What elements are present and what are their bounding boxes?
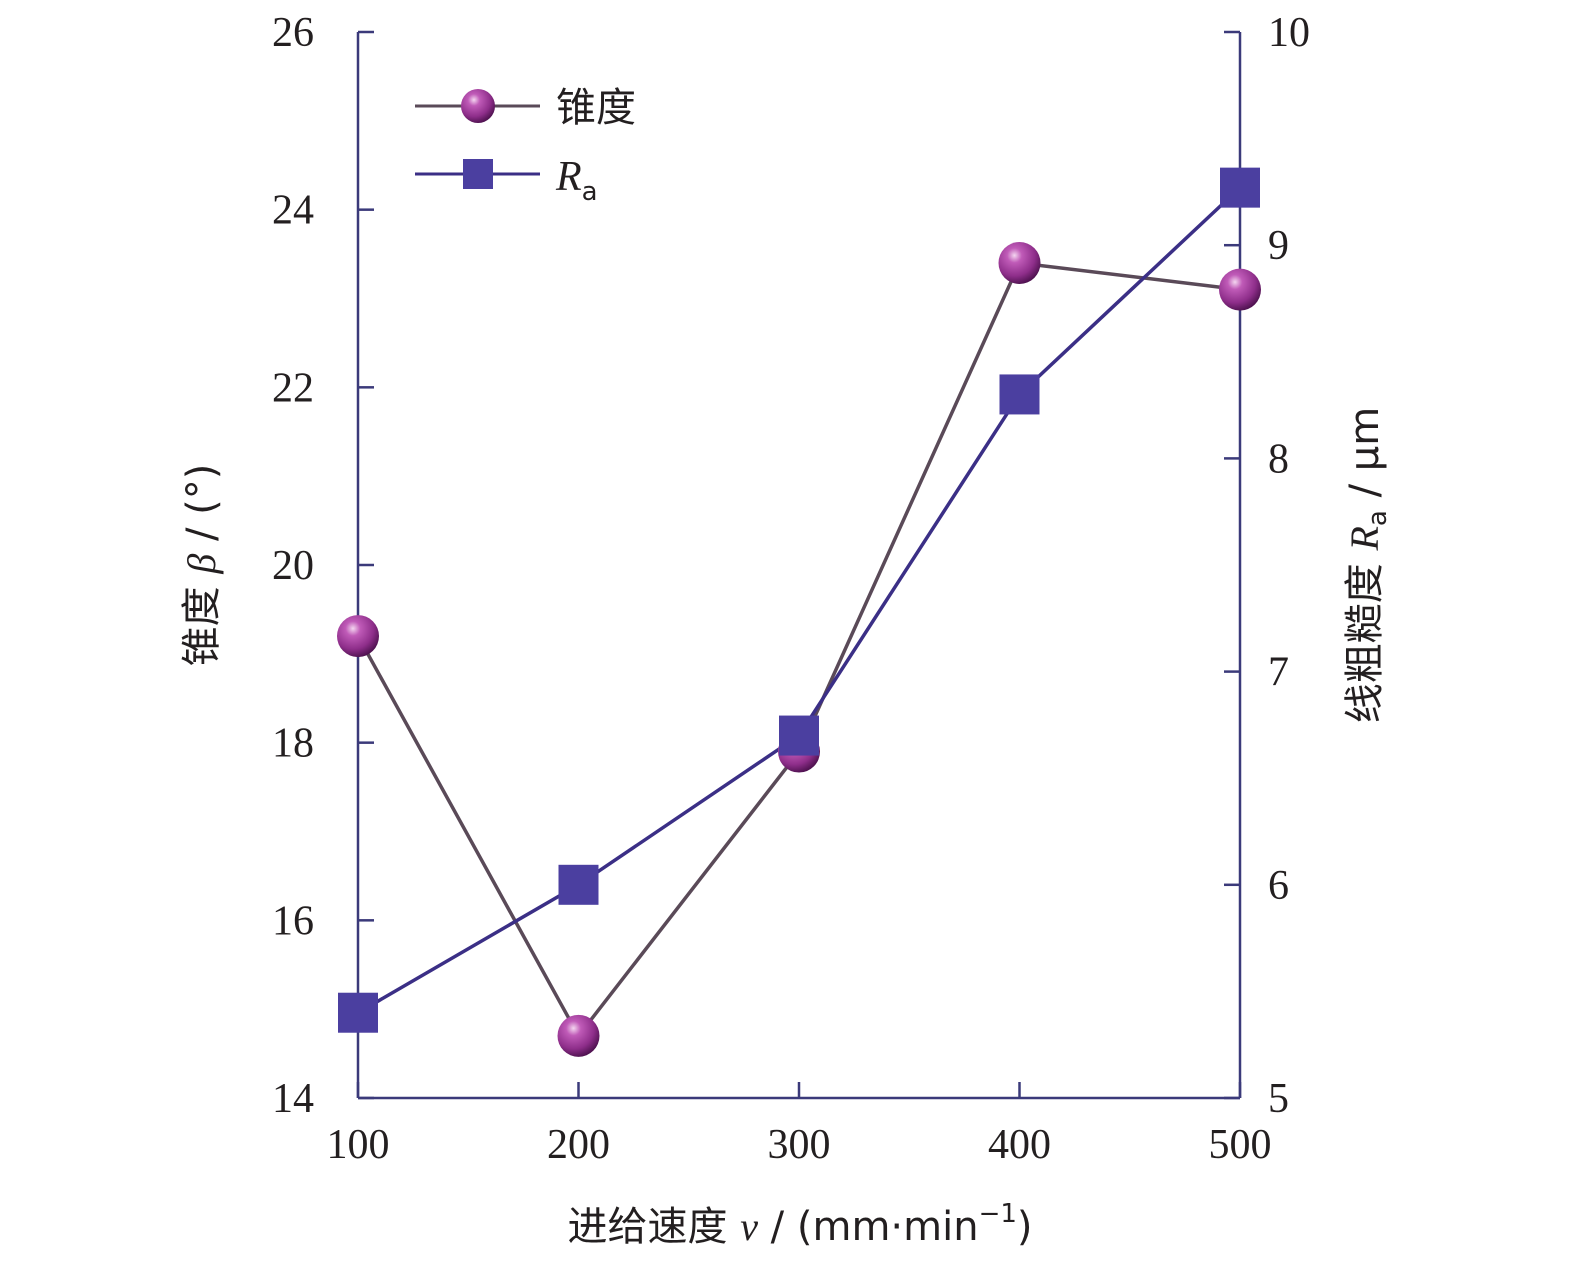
legend-item-ra: Ra [415, 154, 598, 207]
taper-series-line [356, 261, 1241, 1039]
ra-series-line [357, 186, 1242, 1015]
left-tick-label: 14 [272, 1076, 314, 1122]
x-tick-label: 100 [327, 1122, 390, 1168]
left-y-axis-title: 锥度 β / (°) [179, 464, 225, 667]
left-tick-label: 16 [272, 898, 314, 944]
series-lines [356, 186, 1242, 1039]
ra-point [558, 864, 599, 905]
ra-point [338, 992, 378, 1033]
ra-point [779, 715, 819, 756]
taper-point [998, 241, 1041, 284]
right-y-axis-title: 线粗糙度 Ra / μm [1342, 407, 1393, 723]
x-tick-label: 300 [768, 1122, 831, 1168]
legend-sphere-marker [461, 89, 495, 123]
x-ticks: 100 200 300 400 500 [327, 1082, 1272, 1168]
x-tick-label: 200 [547, 1122, 610, 1168]
taper-point [337, 615, 379, 658]
left-tick-label: 22 [272, 365, 314, 411]
right-tick-label: 5 [1268, 1076, 1289, 1122]
left-tick-label: 18 [272, 721, 314, 767]
legend-label-taper: 锥度 [556, 85, 636, 131]
ra-point [1220, 167, 1260, 208]
x-tick-label: 400 [988, 1122, 1051, 1168]
right-tick-label: 8 [1268, 436, 1289, 482]
legend: 锥度 Ra [415, 85, 636, 207]
right-tick-label: 10 [1268, 10, 1310, 56]
right-y-ticks: 5 6 7 8 9 10 [1224, 10, 1310, 1122]
series-markers [337, 167, 1261, 1057]
right-tick-label: 9 [1268, 223, 1289, 269]
x-axis-title: 进给速度 v / (mm·min−1) [567, 1199, 1032, 1250]
taper-point [557, 1014, 600, 1057]
ra-point [999, 374, 1040, 415]
left-y-ticks: 14 16 18 20 22 24 26 [272, 10, 374, 1122]
legend-item-taper: 锥度 [415, 85, 636, 131]
legend-label-ra: Ra [555, 154, 598, 207]
x-tick-label: 500 [1209, 1122, 1272, 1168]
right-tick-label: 7 [1268, 650, 1289, 696]
left-tick-label: 24 [272, 188, 314, 234]
right-tick-label: 6 [1268, 863, 1289, 909]
legend-square-marker [463, 159, 493, 189]
plot-axes [356, 32, 1242, 1100]
taper-point [1219, 268, 1261, 311]
left-tick-label: 20 [272, 543, 314, 589]
left-tick-label: 26 [272, 10, 314, 56]
